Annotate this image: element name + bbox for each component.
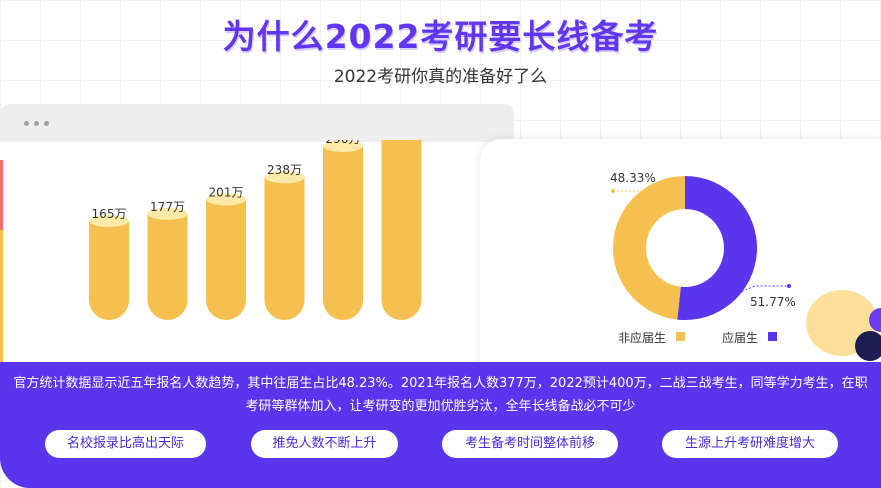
bar-body <box>381 140 422 320</box>
titlebar-dot-icon <box>34 121 39 126</box>
bar-6: 341万 <box>381 140 422 320</box>
page-title: 为什么2022考研要长线备考 <box>222 17 659 56</box>
bar-cap <box>206 193 246 206</box>
bar-4: 238万 <box>264 163 305 320</box>
tag-pill[interactable]: 推免人数不断上升 <box>251 430 398 458</box>
card-body <box>0 142 514 404</box>
legend-swatch-fresh <box>768 332 777 341</box>
bar-value-label: 290万 <box>326 140 361 146</box>
bar-cap <box>323 140 363 152</box>
decor-circle-purple <box>869 308 881 332</box>
legend-label-non-fresh: 非应届生 <box>618 330 666 345</box>
bar-2: 177万 <box>147 200 188 320</box>
bar-value-label: 201万 <box>209 185 244 199</box>
bar-1: 165万 <box>89 207 129 320</box>
bar-chart-card <box>0 104 514 404</box>
edge-accent-red <box>0 160 3 230</box>
titlebar-dot-icon <box>24 121 29 126</box>
bar-value-label: 177万 <box>150 200 185 214</box>
edge-accent-yellow <box>0 230 3 362</box>
titlebar-dot-icon <box>44 121 49 126</box>
tag-pill[interactable]: 考生备考时间整体前移 <box>442 430 618 458</box>
bar-cap <box>147 207 188 220</box>
summary-banner: 官方统计数据显示近五年报名人数趋势，其中往届生占比48.23%。2021年报名人… <box>0 362 881 488</box>
summary-text: 官方统计数据显示近五年报名人数趋势，其中往届生占比48.23%。2021年报名人… <box>13 376 868 414</box>
bar-5: 290万 <box>323 140 363 320</box>
donut-slice-fresh-grad <box>677 176 757 320</box>
bar-cap <box>264 171 305 184</box>
leader-line-fresh <box>737 285 789 294</box>
tag-pill[interactable]: 生源上升考研难度增大 <box>662 430 838 458</box>
bar-body <box>264 177 305 320</box>
card-titlebar <box>0 104 514 142</box>
bar-body <box>89 221 129 320</box>
legend-swatch-non-fresh <box>676 332 685 341</box>
donut-slice-non-fresh <box>612 176 685 320</box>
bar-value-label: 165万 <box>92 207 127 221</box>
bar-chart: 165万 177万 201万 238万 290万 341万 <box>89 140 422 320</box>
donut-label-non-fresh: 48.33% <box>610 171 656 185</box>
bar-cap <box>89 215 129 227</box>
page-subtitle: 2022考研你真的准备好了么 <box>333 67 548 87</box>
donut-chart: 48.33% 51.77% 非应届生 应届生 <box>610 171 796 345</box>
donut-label-fresh: 51.77% <box>750 295 796 309</box>
leader-dot-fresh <box>787 284 791 288</box>
bar-body <box>206 199 246 320</box>
bar-value-label: 238万 <box>267 163 302 177</box>
bar-body <box>323 146 363 320</box>
legend-label-fresh: 应届生 <box>722 330 758 345</box>
tag-pill[interactable]: 名校报录比高出天际 <box>45 430 206 458</box>
leader-dot-non-fresh <box>611 189 615 193</box>
bar-body <box>147 213 188 320</box>
decor-circle-navy <box>855 331 881 361</box>
bar-3: 201万 <box>206 185 246 320</box>
